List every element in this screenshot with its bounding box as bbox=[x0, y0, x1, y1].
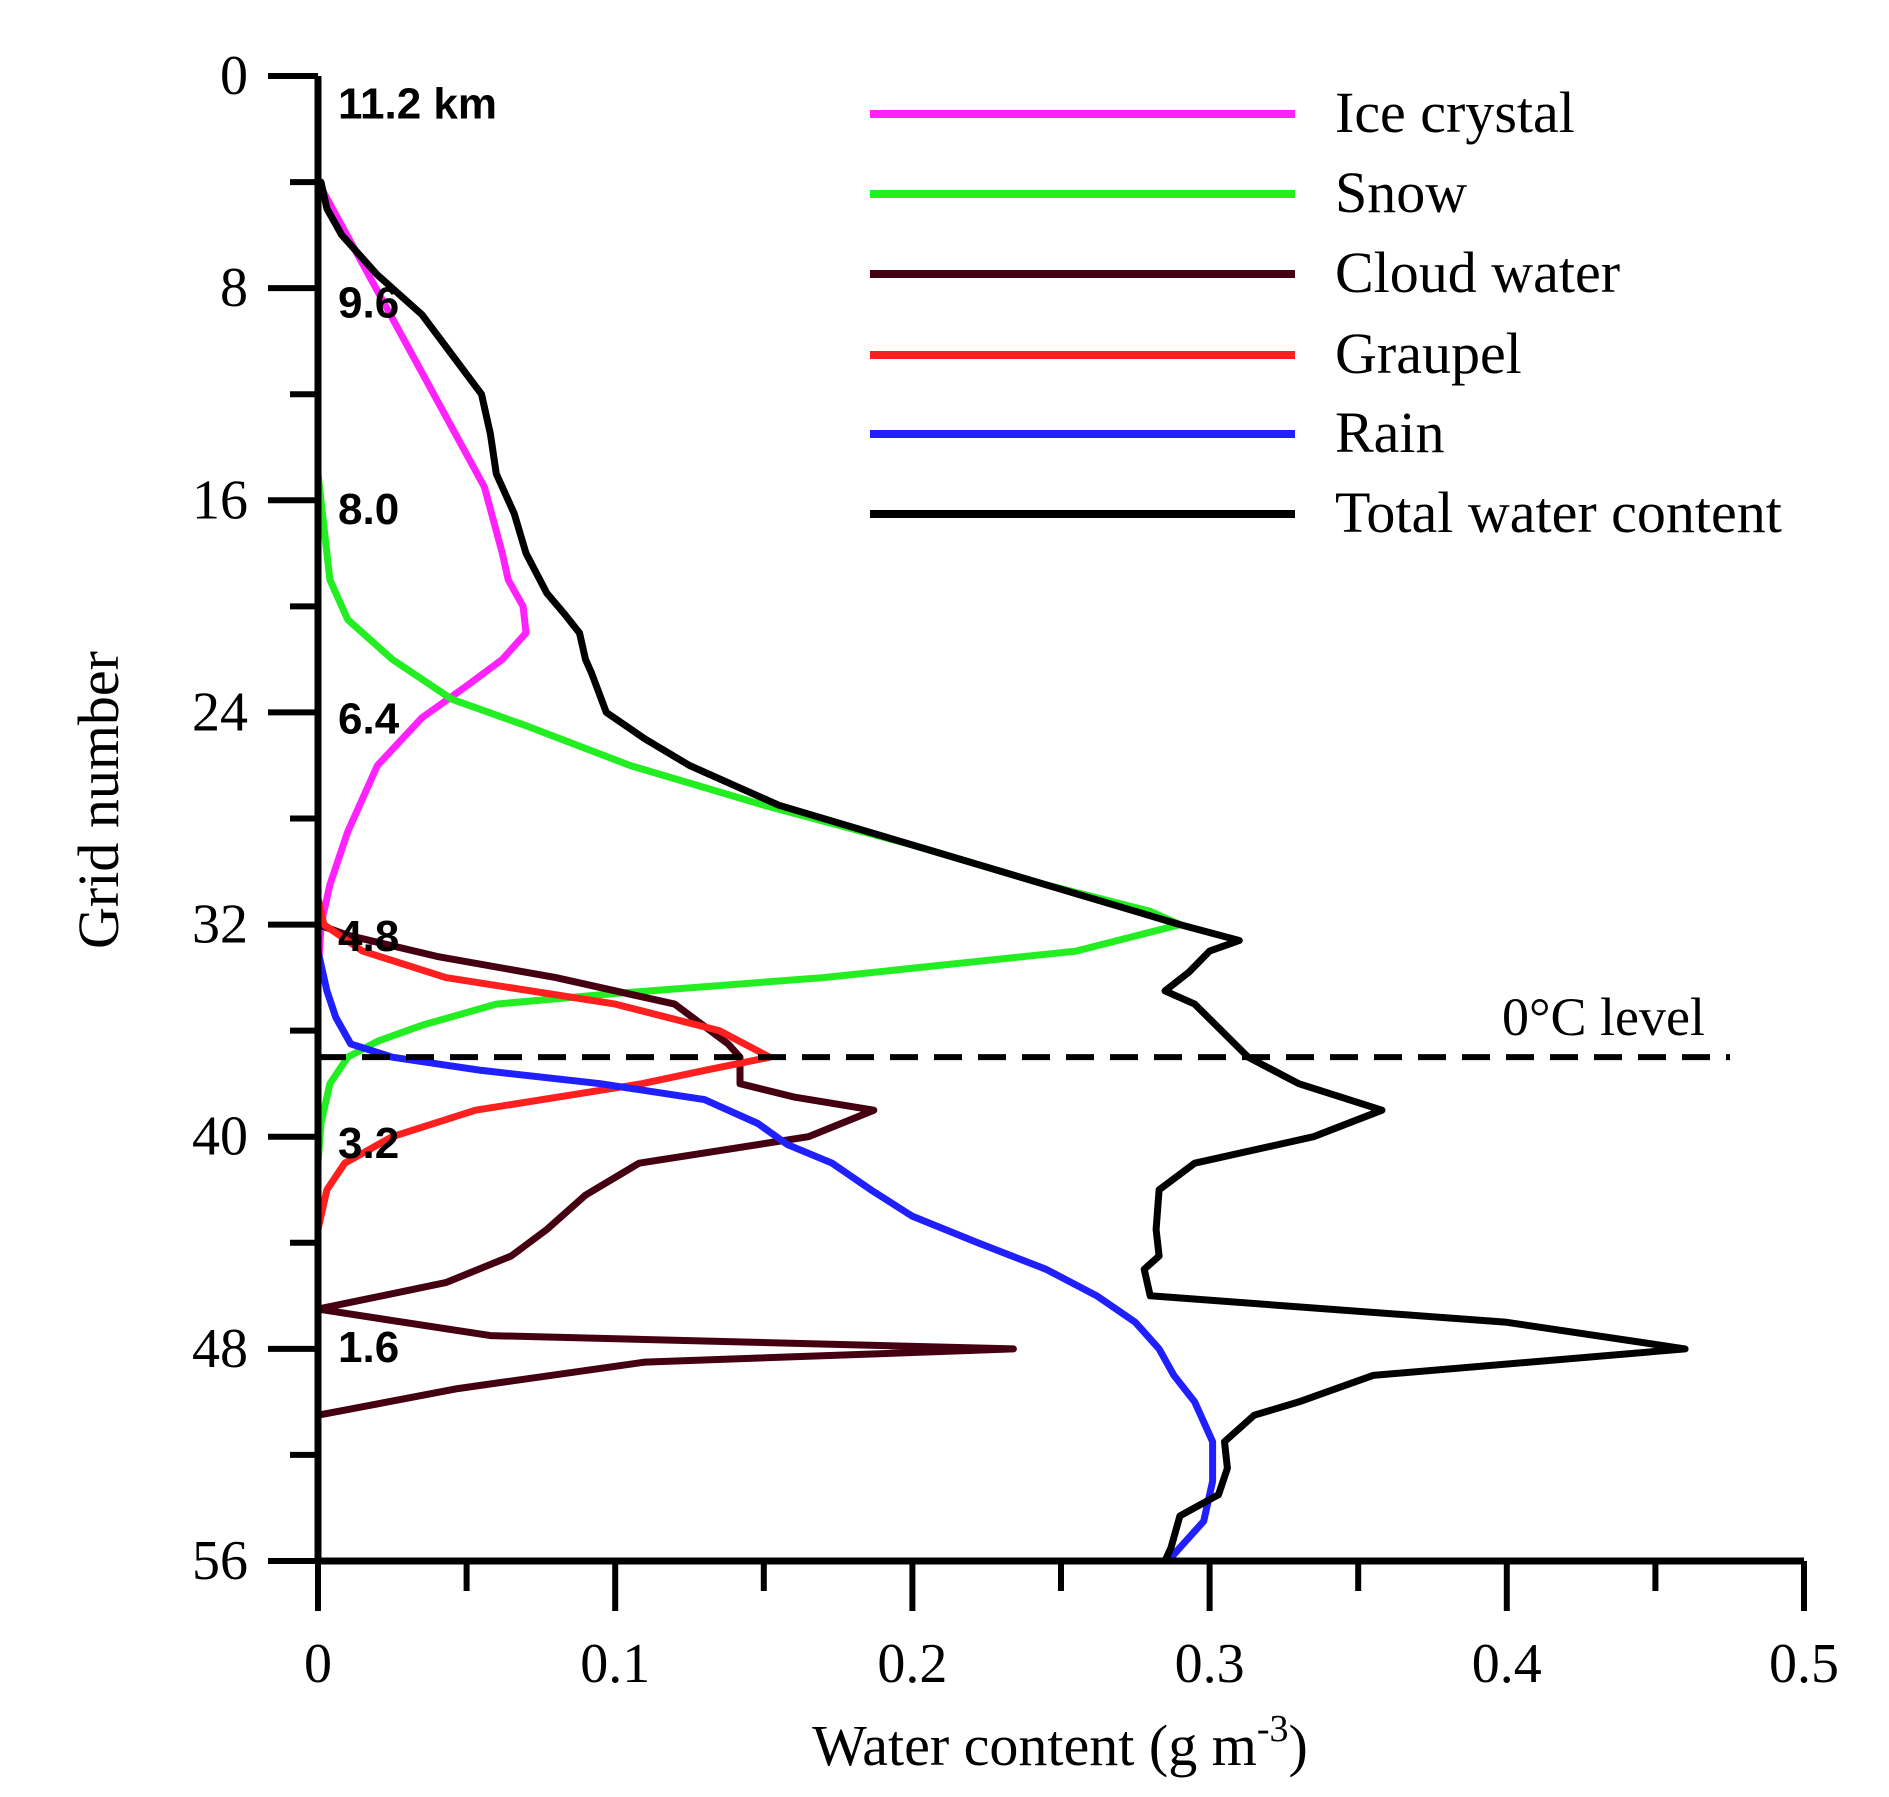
height-labels: 11.2 km 9.6 8.0 6.4 4.8 3.2 1.6 bbox=[338, 80, 497, 1373]
series-line-4 bbox=[314, 947, 1217, 1565]
x-axis-label-main: Water content (g m bbox=[812, 1713, 1257, 1778]
height-label: 3.2 bbox=[338, 1119, 399, 1168]
x-tick-label: 0.4 bbox=[1472, 1633, 1542, 1695]
axes: 0 8 16 24 32 40 48 56 0 0.1 0.2 0.3 0.4 0.5 bbox=[192, 45, 1839, 1695]
legend: Ice crystal Snow Cloud water Graupel Rain Tot… bbox=[870, 80, 1782, 545]
y-tick-label: 0 bbox=[220, 45, 248, 107]
x-tick-label: 0 bbox=[304, 1633, 332, 1695]
y-tick-label: 40 bbox=[192, 1106, 248, 1168]
height-label: 1.6 bbox=[338, 1323, 399, 1372]
series-line-2 bbox=[314, 99, 1017, 1565]
x-tick-label: 0.2 bbox=[877, 1633, 947, 1695]
y-axis-label: Grid number bbox=[66, 651, 131, 949]
x-axis-label-superscript: -3 bbox=[1257, 1708, 1289, 1750]
legend-label: Snow bbox=[1335, 160, 1467, 225]
x-axis-label: Water content (g m-3) bbox=[812, 1708, 1308, 1778]
height-label: 11.2 km bbox=[338, 80, 497, 129]
x-tick-label: 0.3 bbox=[1175, 1633, 1245, 1695]
y-tick-label: 8 bbox=[220, 257, 248, 319]
y-tick-label: 24 bbox=[192, 681, 248, 743]
height-label: 9.6 bbox=[338, 278, 399, 327]
plot-lines bbox=[314, 99, 1689, 1565]
x-axis-label-end: ) bbox=[1289, 1713, 1308, 1778]
y-tick-label: 48 bbox=[192, 1318, 248, 1380]
x-tick-label: 0.5 bbox=[1769, 1633, 1839, 1695]
y-tick-label: 56 bbox=[192, 1530, 248, 1592]
series-line-1 bbox=[314, 470, 1184, 1247]
height-label: 4.8 bbox=[338, 912, 399, 961]
legend-label: Rain bbox=[1335, 400, 1445, 465]
height-label: 8.0 bbox=[338, 485, 399, 534]
legend-label: Ice crystal bbox=[1335, 80, 1575, 145]
legend-label: Graupel bbox=[1335, 321, 1522, 386]
x-tick-label: 0.1 bbox=[580, 1633, 650, 1695]
series-line-5 bbox=[317, 178, 1689, 1565]
y-tick-label: 32 bbox=[192, 894, 248, 956]
freezing-level-label: 0°C level bbox=[1502, 987, 1705, 1047]
y-tick-label: 16 bbox=[192, 469, 248, 531]
height-label: 6.4 bbox=[338, 695, 400, 744]
legend-label: Cloud water bbox=[1335, 240, 1620, 305]
legend-label: Total water content bbox=[1335, 480, 1782, 545]
series-line-3 bbox=[314, 894, 774, 1419]
